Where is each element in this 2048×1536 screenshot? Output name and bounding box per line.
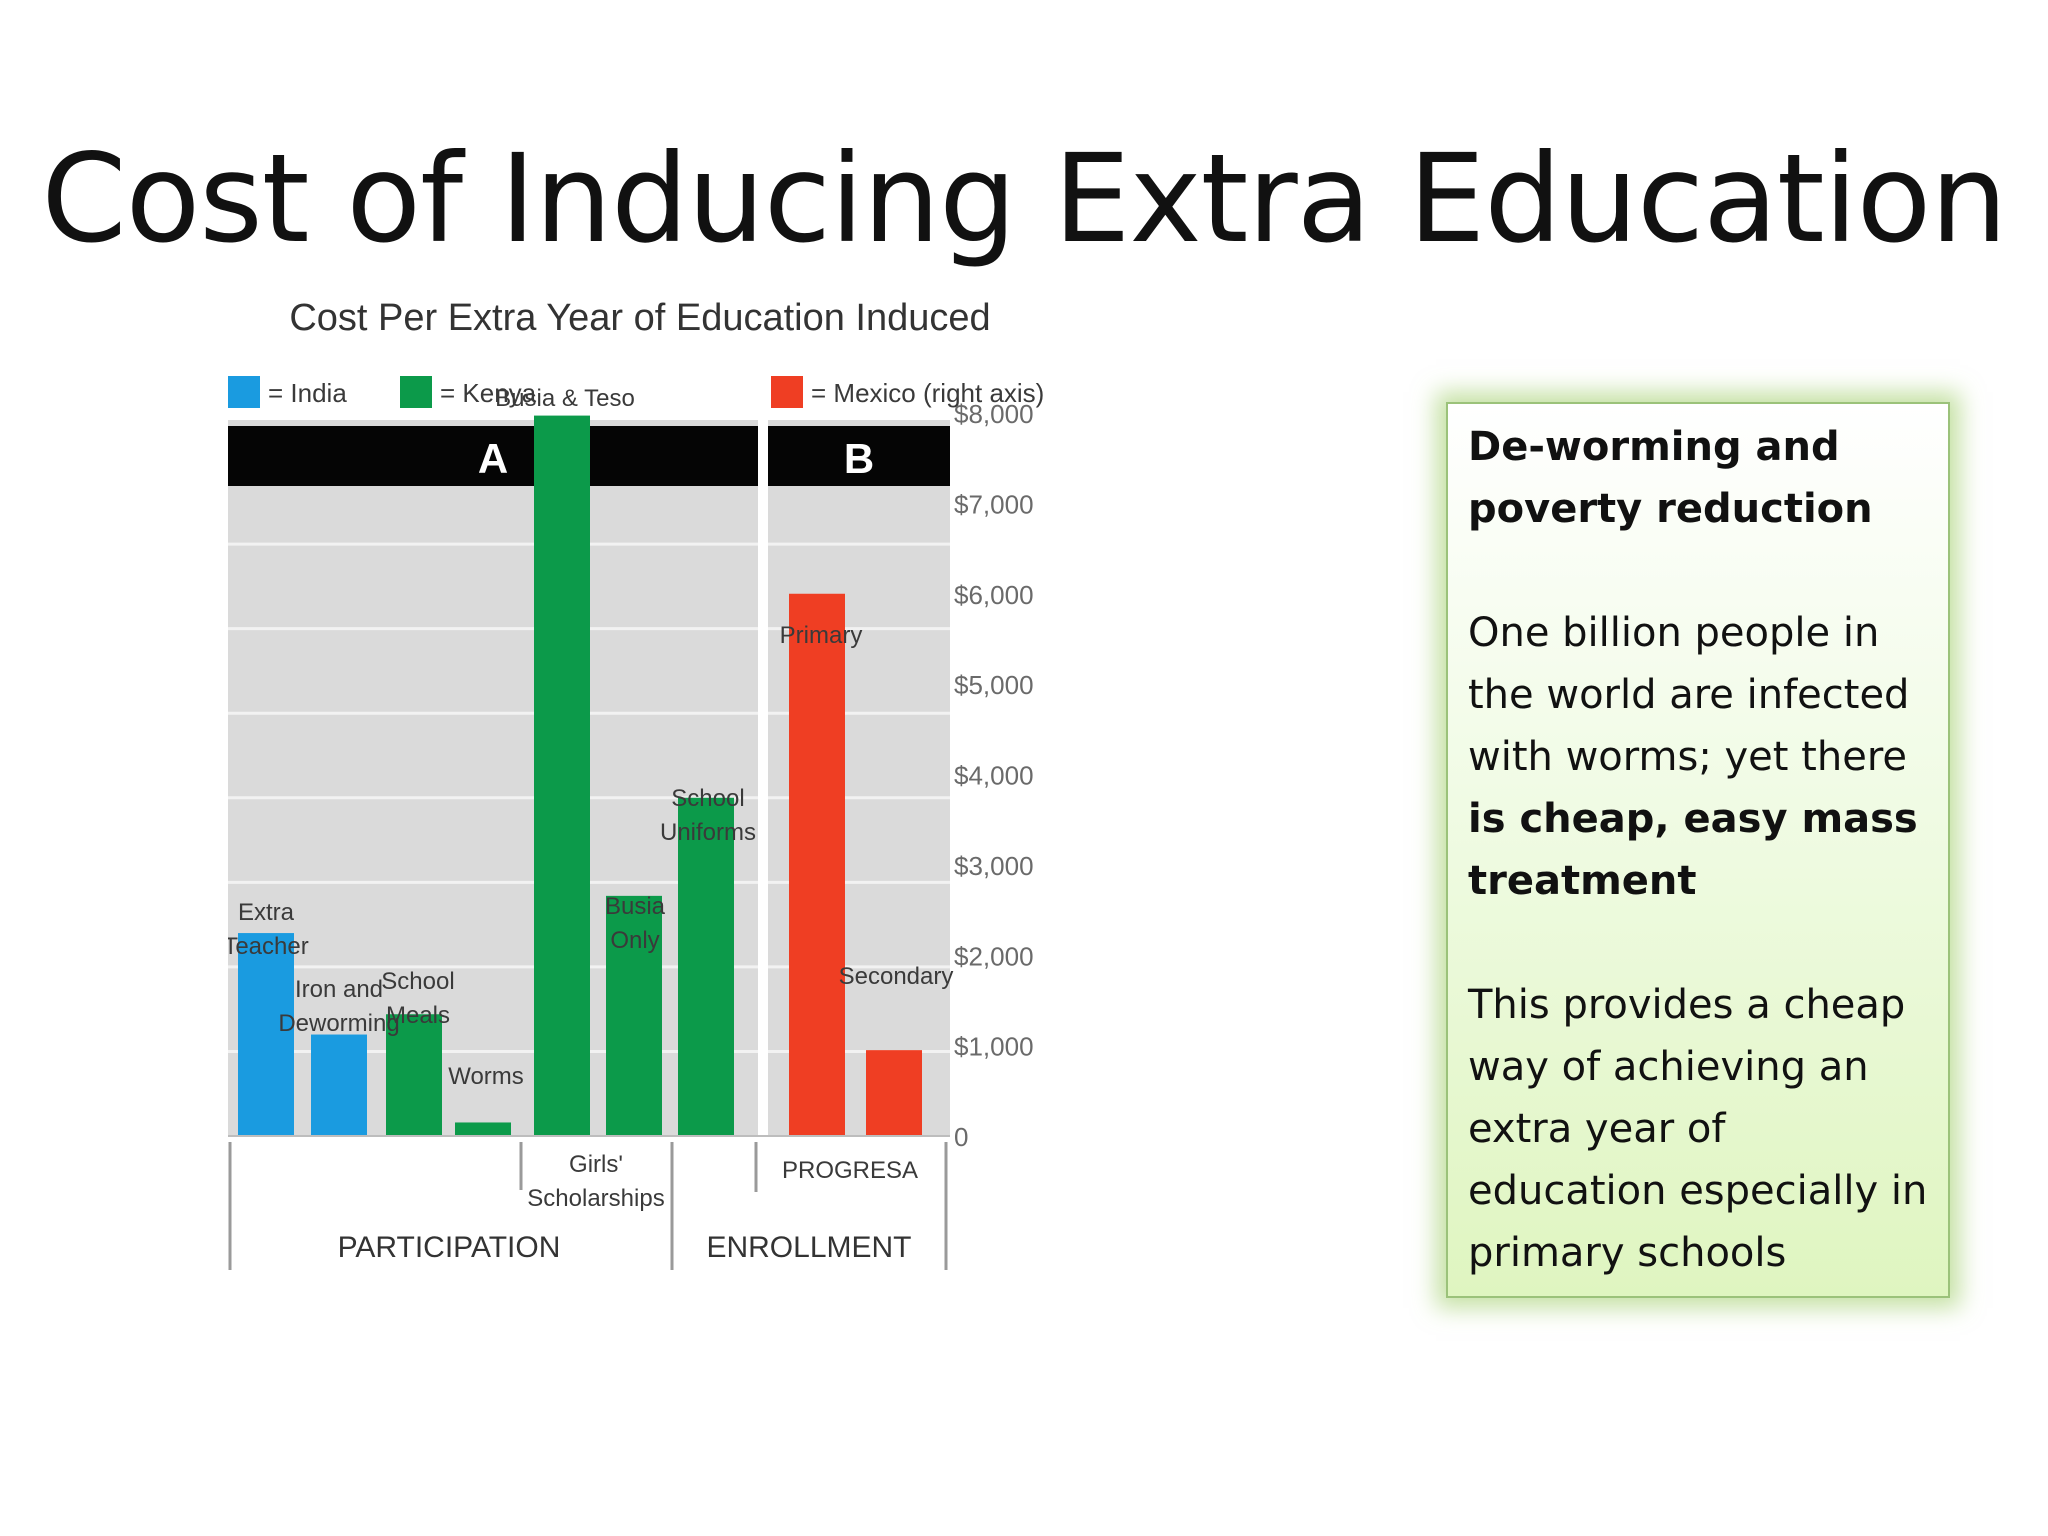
right-axis-tick: $6,000 — [954, 580, 1034, 610]
bar-7 — [789, 593, 845, 1136]
legend-label-0: = India — [268, 378, 347, 408]
panel-b-header — [768, 426, 950, 486]
bar-label: Primary — [780, 622, 863, 649]
panel-b-label: B — [844, 435, 874, 482]
bar-label: Secondary — [839, 963, 954, 990]
legend-label-1: = Kenya — [440, 378, 537, 408]
bar-2 — [386, 1014, 442, 1136]
callout-paragraph-1-emphasis: is cheap, easy mass treatment — [1468, 796, 1918, 904]
bar-label: Uniforms — [660, 819, 756, 846]
bar-5 — [606, 895, 662, 1136]
right-axis-tick: $2,000 — [954, 941, 1034, 971]
bar-label: Meals — [386, 1002, 450, 1029]
right-axis-tick: $4,000 — [954, 761, 1034, 791]
chart-svg: Cost Per Extra Year of Education Induced… — [228, 297, 1044, 1270]
legend-swatch-1 — [400, 376, 432, 408]
chart: Cost Per Extra Year of Education Induced… — [228, 280, 1368, 1280]
callout-paragraph-1: One billion people in the world are infe… — [1468, 602, 1928, 912]
right-axis-tick: $3,000 — [954, 851, 1034, 881]
bar-label: School — [671, 785, 744, 812]
panel-a-label: A — [478, 435, 508, 482]
panel-a-background — [228, 420, 758, 1136]
panel-a-header — [228, 426, 758, 486]
bar-label: Busia & Teso — [495, 385, 635, 412]
callout-paragraph-2: This provides a cheap way of achieving a… — [1468, 982, 1928, 1276]
legend-swatch-2 — [771, 376, 803, 408]
right-axis-tick: 0 — [954, 1122, 968, 1152]
bar-label: School — [381, 968, 454, 995]
bar-8 — [866, 1050, 922, 1136]
bar-1 — [311, 1034, 367, 1136]
bar-label: Iron and — [295, 976, 383, 1003]
bar-0 — [238, 933, 294, 1136]
right-axis-tick: $7,000 — [954, 489, 1034, 519]
legend-swatch-0 — [228, 376, 260, 408]
right-axis-tick: $8,000 — [954, 399, 1034, 429]
chart-title: Cost Per Extra Year of Education Induced — [289, 297, 990, 339]
bar-label: Busia — [605, 893, 666, 920]
category-label-participation: PARTICIPATION — [338, 1231, 561, 1264]
bar-label: Teacher — [228, 933, 309, 960]
callout-heading: De-worming and poverty reduction — [1468, 424, 1873, 532]
group-label-girls-scholarships: Scholarships — [527, 1185, 664, 1212]
right-axis-tick: $1,000 — [954, 1032, 1034, 1062]
bar-6 — [678, 797, 734, 1136]
group-label-progresa: PROGRESA — [782, 1157, 918, 1184]
bar-label: Only — [610, 927, 659, 954]
right-axis-tick: $5,000 — [954, 670, 1034, 700]
group-label-girls-scholarships: Girls' — [569, 1151, 623, 1178]
bar-label: Deworming — [278, 1010, 399, 1037]
slide-title: Cost of Inducing Extra Education — [41, 128, 2007, 270]
category-label-enrollment: ENROLLMENT — [706, 1231, 911, 1264]
bar-label: Worms — [448, 1063, 524, 1090]
bar-3 — [455, 1122, 511, 1136]
callout-box: De-worming and poverty reduction One bil… — [1446, 402, 1950, 1298]
legend-label-2: = Mexico (right axis) — [811, 378, 1044, 408]
bar-4 — [534, 415, 590, 1136]
callout-paragraph-1-text: One billion people in the world are infe… — [1468, 610, 1910, 780]
bar-label: Extra — [238, 899, 295, 926]
